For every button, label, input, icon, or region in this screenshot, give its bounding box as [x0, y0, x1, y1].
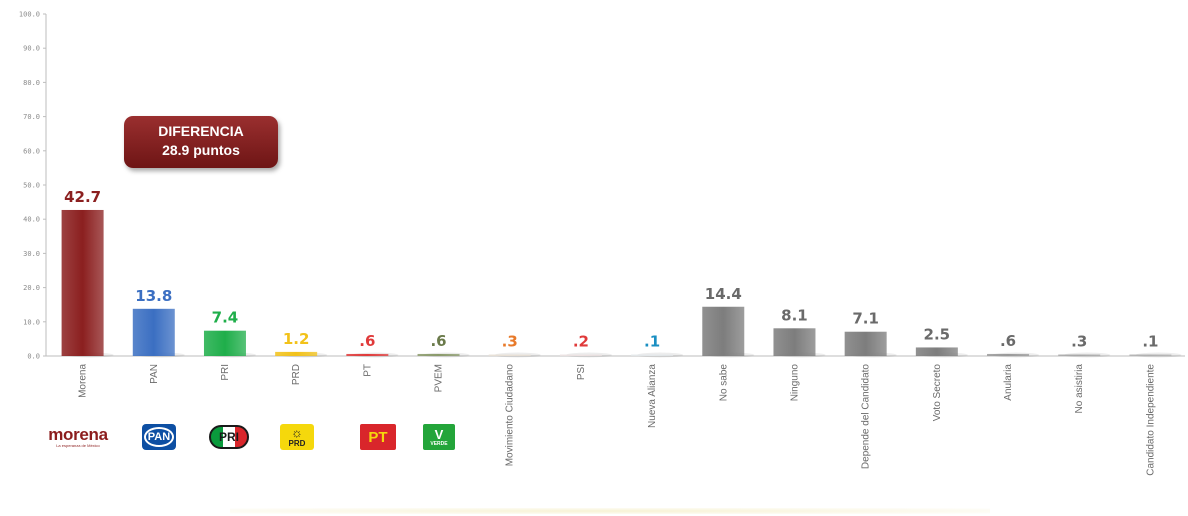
category-label: Candidato Independiente — [1145, 364, 1156, 476]
bar — [844, 331, 887, 356]
pri-logo-text: PRI — [209, 425, 249, 449]
bar — [915, 347, 958, 356]
category-label: Morena — [78, 364, 89, 398]
y-tick-label: 30.0 — [23, 250, 40, 258]
bar — [132, 308, 175, 356]
bar — [61, 209, 104, 356]
bar — [1129, 354, 1172, 356]
data-label: 13.8 — [135, 287, 172, 305]
difference-callout: DIFERENCIA 28.9 puntos — [124, 116, 278, 168]
category-label: PVEM — [434, 364, 445, 392]
value-labels: 42.7 13.8 7.4 1.2 .6 .6 .3 .2 .1 14.4 8.1 7.1 2.5 .6.… — [64, 188, 1158, 351]
pan-logo-text: PAN — [143, 427, 175, 447]
y-tick-label: 20.0 — [23, 284, 40, 292]
pvem-logo-text: VERDE — [430, 441, 448, 447]
data-label: .6 — [1000, 332, 1016, 350]
floor-glow — [230, 508, 990, 514]
y-tick-label: 70.0 — [23, 113, 40, 121]
data-label: 8.1 — [781, 306, 808, 324]
category-label: PRI — [220, 364, 231, 381]
category-label: PAN — [149, 364, 160, 384]
pt-logo-text: PT — [368, 428, 388, 446]
bar — [559, 354, 602, 356]
prd-logo: ☼ PRD — [280, 424, 314, 450]
data-label: .6 — [430, 332, 446, 350]
morena-logo: morena La esperanza de México — [36, 424, 120, 450]
data-label: .6 — [359, 332, 375, 350]
bar — [417, 353, 460, 356]
y-tick-label: 100.0 — [19, 11, 40, 19]
bar — [346, 353, 389, 356]
y-tick-label: 60.0 — [23, 147, 40, 155]
pt-logo: PT — [360, 424, 396, 450]
data-label: 1.2 — [283, 330, 310, 348]
bar — [203, 330, 246, 356]
category-label: No asistiria — [1074, 364, 1085, 414]
y-tick-label: 80.0 — [23, 79, 40, 87]
category-label: Nueva Alianza — [647, 364, 658, 428]
callout-value: 28.9 puntos — [162, 142, 240, 158]
data-label: 42.7 — [64, 188, 101, 206]
data-label: .3 — [502, 333, 518, 351]
y-tick-label: 40.0 — [23, 216, 40, 224]
bar — [275, 351, 318, 356]
callout-title: DIFERENCIA — [158, 123, 244, 139]
bar — [702, 306, 745, 356]
category-label: Movimiento Ciudadano — [505, 364, 516, 467]
category-label: Ninguno — [789, 364, 800, 402]
morena-logo-word: morena — [48, 425, 108, 444]
bar — [773, 328, 816, 356]
pvem-logo-mark: V — [434, 427, 444, 442]
category-label: Voto Secreto — [932, 364, 943, 422]
morena-logo-tagline: La esperanza de México — [56, 443, 100, 448]
category-label: No sabe — [718, 364, 729, 402]
pvem-logo: V VERDE — [423, 424, 455, 450]
category-label: PRD — [291, 364, 302, 385]
y-tick-label: 10.0 — [23, 318, 40, 326]
bar — [987, 353, 1030, 356]
pri-logo: PRI — [208, 424, 250, 450]
prd-sun-icon: ☼ — [291, 425, 303, 440]
category-label: PSI — [576, 364, 587, 380]
bar — [1058, 354, 1101, 356]
prd-logo-text: PRD — [288, 439, 306, 448]
bar — [631, 354, 674, 356]
data-label: 14.4 — [705, 285, 742, 303]
category-label: Depende del Candidato — [861, 364, 872, 470]
bar — [488, 354, 531, 356]
y-axis: 0.0 10.0 20.0 30.0 40.0 50.0 60.0 70.0 80.0 90.0 1… — [19, 11, 1185, 361]
data-label: .2 — [573, 333, 589, 351]
data-label: 2.5 — [924, 325, 951, 343]
y-tick-label: 50.0 — [23, 182, 40, 190]
data-label: 7.4 — [212, 309, 239, 327]
data-label: .3 — [1071, 333, 1087, 351]
pan-logo: PAN — [142, 424, 176, 450]
data-label: .1 — [1142, 333, 1158, 351]
category-label: Anularia — [1003, 364, 1014, 401]
y-tick-label: 90.0 — [23, 45, 40, 53]
data-label: 7.1 — [852, 310, 879, 328]
y-tick-label: 0.0 — [27, 353, 40, 361]
category-label: PT — [362, 364, 373, 377]
category-labels: Morena PAN PRI PRD PT PVEM Movimiento Ciudadan… — [78, 364, 1157, 476]
bars — [61, 209, 1182, 358]
data-label: .1 — [644, 333, 660, 351]
